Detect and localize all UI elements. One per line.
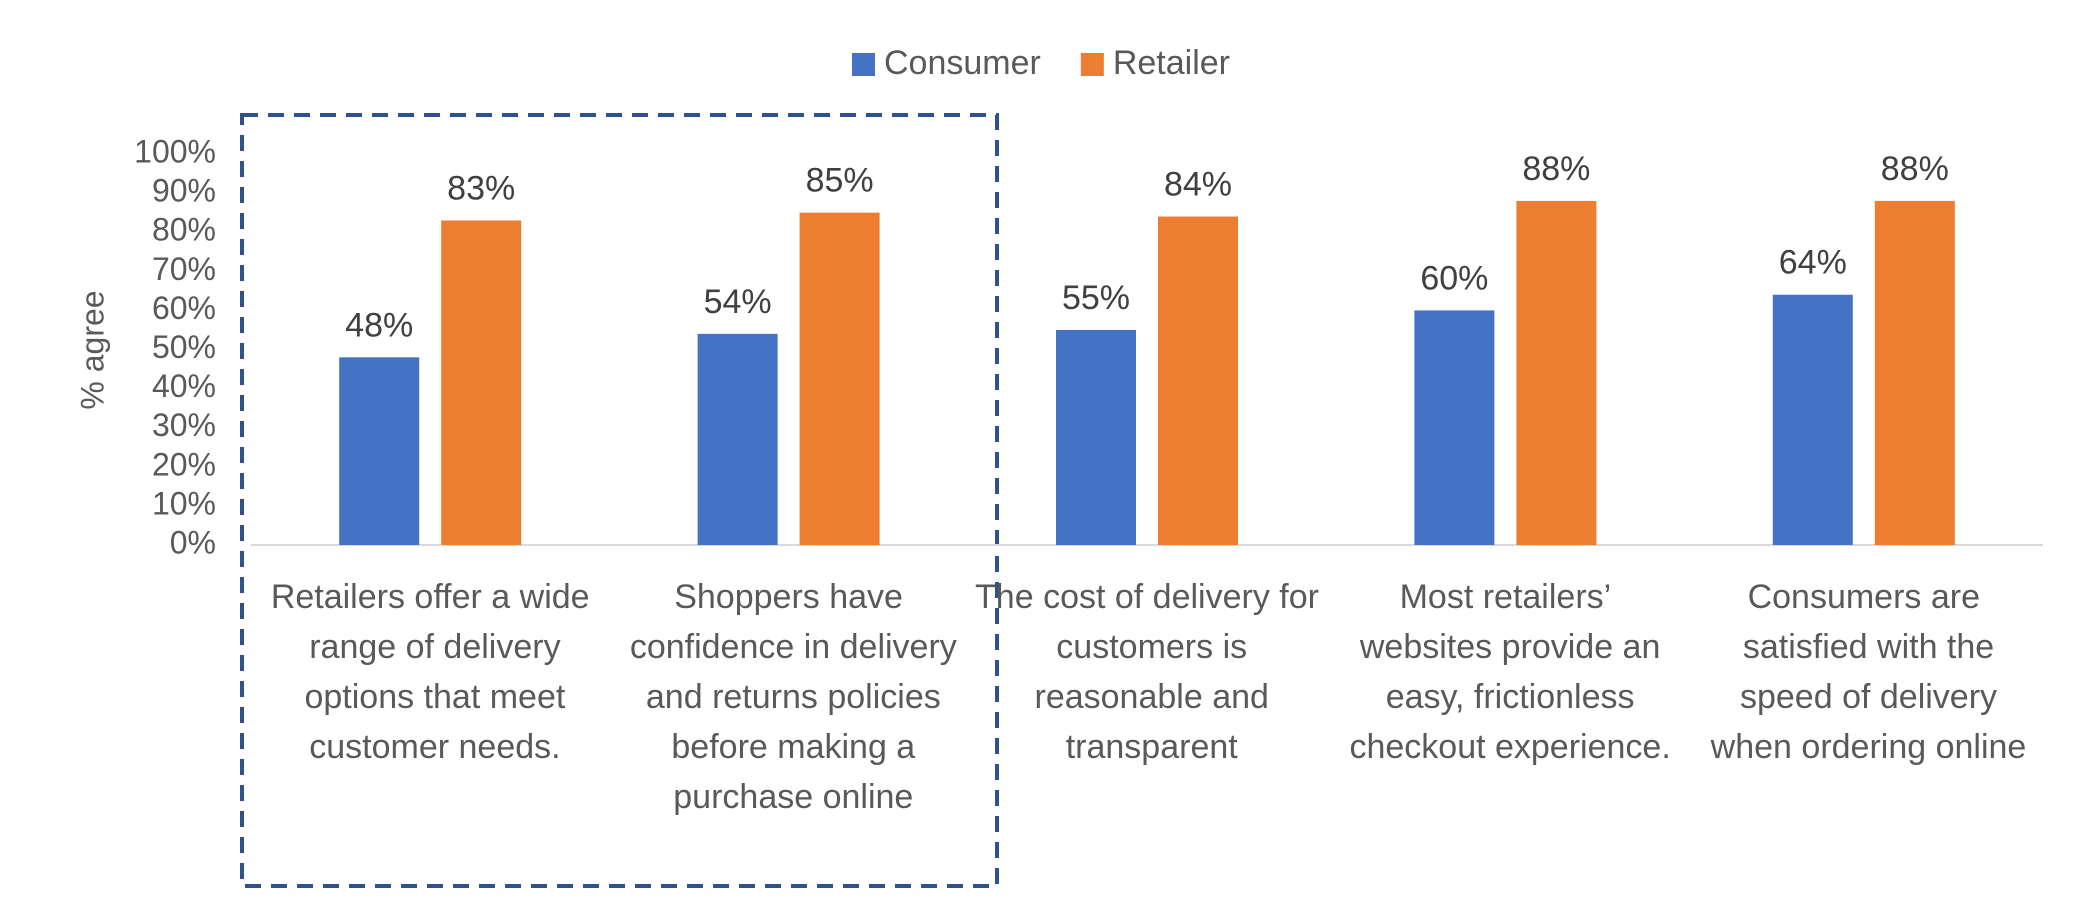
x-tick-line: websites provide an: [1350, 628, 1660, 666]
bar: [1772, 294, 1853, 545]
y-tick-label: 70%: [152, 251, 216, 287]
highlight-box: [240, 113, 999, 888]
data-label: 54%: [704, 283, 772, 321]
y-tick-label: 100%: [134, 133, 216, 169]
data-label: 84%: [1164, 166, 1232, 204]
x-tick-line: when ordering online: [1701, 728, 2026, 766]
x-tick-label: Retailers offer a wide range of delivery…: [271, 578, 590, 766]
bar: [1874, 200, 1955, 546]
y-tick-label: 90%: [152, 173, 216, 209]
legend-swatch: [1080, 53, 1104, 76]
y-tick-label: 60%: [152, 290, 216, 326]
x-tick-line: purchase online: [664, 778, 914, 816]
x-tick-line: reasonable and: [1025, 678, 1269, 716]
data-label: 88%: [1522, 150, 1590, 188]
x-tick-line: checkout experience.: [1340, 728, 1671, 766]
x-tick-line: customers is: [1047, 628, 1247, 666]
data-label: 88%: [1881, 150, 1949, 188]
y-tick-label: 20%: [152, 446, 216, 482]
bar: [1516, 200, 1597, 546]
y-tick-label: 80%: [152, 212, 216, 248]
data-label: 85%: [806, 162, 874, 200]
x-tick-line: and returns policies: [636, 678, 940, 716]
bar: [1158, 216, 1238, 545]
x-tick-line: The cost of delivery for: [975, 578, 1319, 616]
x-tick-line: speed of delivery: [1731, 678, 1998, 716]
x-tick-line: Shoppers have: [674, 578, 903, 616]
bar: [1056, 329, 1136, 545]
x-tick-line: transparent: [1056, 728, 1238, 766]
y-tick-label: 0%: [170, 524, 216, 560]
legend-label: Retailer: [1113, 44, 1230, 82]
bar: [441, 220, 522, 545]
legend-label: Consumer: [884, 44, 1041, 82]
y-tick-label: 30%: [152, 407, 216, 443]
legend-swatch: [852, 53, 875, 76]
data-label: 48%: [345, 306, 413, 344]
x-tick-line: customer needs.: [300, 728, 561, 766]
x-tick-label: The cost of delivery for customers is re…: [975, 578, 1319, 766]
data-label: 83%: [447, 169, 515, 207]
x-tick-label: Most retailers’ websites provide an easy…: [1340, 578, 1671, 766]
data-label: 60%: [1420, 259, 1488, 297]
x-tick-line: easy, frictionless: [1376, 678, 1634, 716]
bar: [339, 357, 420, 545]
x-tick-line: confidence in delivery: [620, 628, 956, 666]
y-tick-label: 10%: [152, 485, 216, 521]
x-tick-line: Most retailers’: [1400, 578, 1612, 616]
x-tick-line: Retailers offer a wide: [271, 578, 590, 616]
y-tick-label: 50%: [152, 329, 216, 365]
x-tick-line: satisfied with the: [1733, 628, 1994, 666]
x-tick-line: range of delivery: [300, 628, 561, 666]
x-tick-line: Consumers are: [1748, 578, 1980, 616]
bar: [697, 333, 778, 545]
x-tick-line: options that meet: [295, 678, 566, 716]
bar: [1414, 310, 1495, 545]
data-label: 64%: [1779, 244, 1847, 282]
data-label: 55%: [1062, 279, 1130, 317]
x-tick-line: before making a: [662, 728, 915, 766]
y-tick-label: 40%: [152, 368, 216, 404]
bar: [799, 212, 880, 545]
x-tick-label: Consumers are satisfied with the speed o…: [1701, 578, 2026, 766]
x-tick-label: Shoppers have confidence in delivery and…: [620, 578, 956, 816]
y-axis-title: % agree: [74, 290, 110, 409]
